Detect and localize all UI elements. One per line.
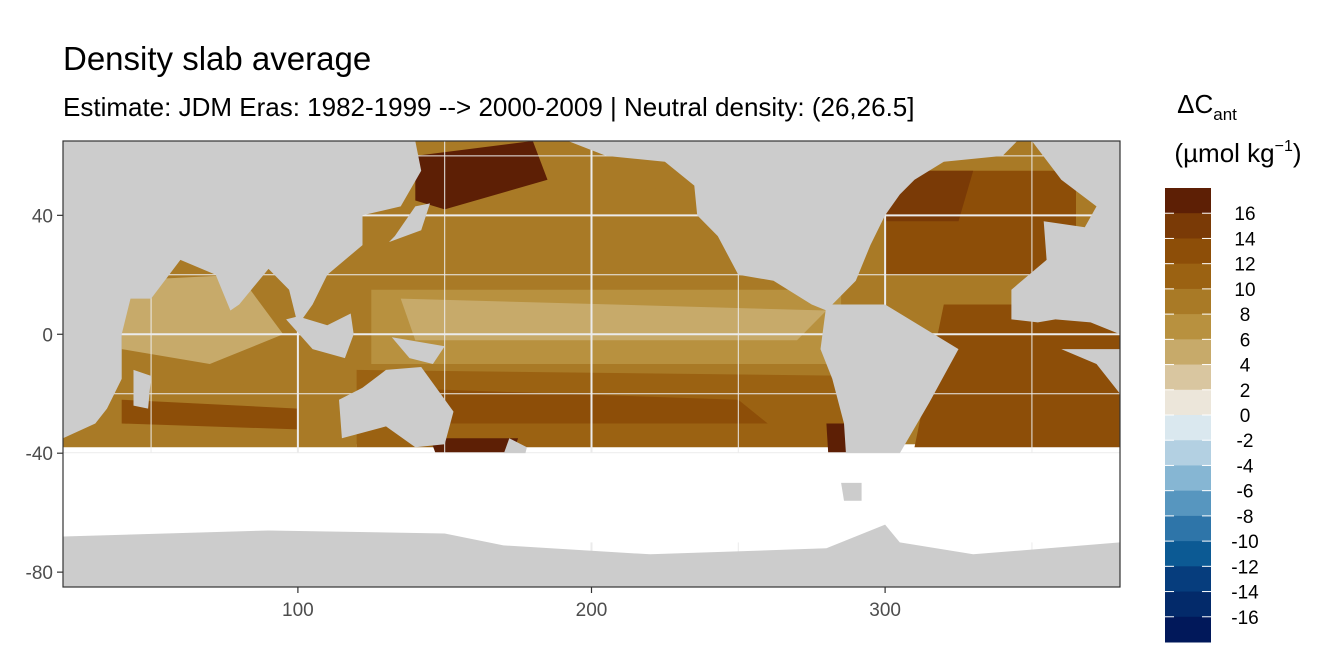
- legend-unit: (µmol kg−1): [1174, 138, 1301, 168]
- legend-swatch: [1165, 339, 1211, 366]
- legend-swatch: [1165, 440, 1211, 466]
- x-tick-label: 300: [869, 600, 901, 621]
- ocean-zone: [914, 304, 1120, 448]
- x-tick-label: 100: [282, 600, 314, 621]
- legend-label: 12: [1234, 255, 1255, 276]
- chart-title: Density slab average: [63, 40, 372, 77]
- land-japan: [388, 203, 430, 243]
- y-tick-label: -80: [26, 563, 53, 584]
- legend-label: -12: [1231, 557, 1258, 578]
- y-tick-label: 40: [32, 206, 53, 227]
- legend-label: -16: [1231, 608, 1258, 629]
- land-madagascar: [133, 369, 152, 409]
- legend-swatch: [1165, 591, 1211, 618]
- land-antarctica: [63, 524, 1120, 587]
- land-north-america: [568, 141, 1018, 311]
- x-tick-label: 200: [576, 600, 608, 621]
- land-mask: [63, 141, 1120, 587]
- legend-label: 4: [1240, 356, 1251, 377]
- legend-swatch: [1165, 263, 1211, 290]
- land-eurasia-africa: [63, 141, 422, 439]
- legend-label: 8: [1240, 305, 1251, 326]
- chart-subtitle: Estimate: JDM Eras: 1982-1999 --> 2000-2…: [63, 92, 915, 122]
- legend-swatch: [1165, 566, 1211, 593]
- legend-swatch: [1165, 364, 1211, 391]
- legend-swatch: [1165, 415, 1211, 441]
- outside-slab-region: [63, 453, 1120, 543]
- legend: ΔCant (µmol kg−1) 16 14 12 10 8 6 4 2 0 -2 -4 -6 -8 -…: [1165, 89, 1302, 643]
- land-europe-west-africa: [1011, 141, 1120, 335]
- legend-swatch: [1165, 213, 1211, 239]
- ocean-zone: [400, 298, 827, 341]
- legend-label: 10: [1234, 280, 1255, 301]
- legend-swatch: [1165, 238, 1211, 265]
- legend-swatch: [1165, 389, 1211, 416]
- legend-label: 0: [1240, 406, 1251, 427]
- legend-swatch: [1165, 288, 1211, 315]
- land-australia: [339, 367, 454, 448]
- legend-swatch: [1165, 541, 1211, 567]
- legend-title: ΔCant: [1177, 89, 1237, 124]
- legend-label: -2: [1237, 431, 1254, 452]
- land-south-west-africa: [1061, 349, 1120, 394]
- ocean-zone: [415, 141, 548, 210]
- legend-label: -4: [1237, 456, 1254, 477]
- legend-label: -6: [1237, 482, 1254, 503]
- legend-swatch: [1165, 515, 1211, 542]
- legend-swatch: [1165, 490, 1211, 517]
- legend-label: 16: [1234, 204, 1255, 225]
- legend-label: -8: [1237, 507, 1254, 528]
- y-tick-label: -40: [26, 444, 53, 465]
- legend-swatch: [1165, 465, 1211, 492]
- legend-swatch: [1165, 314, 1211, 340]
- legend-label: 6: [1240, 330, 1251, 351]
- ocean-zone: [121, 399, 298, 430]
- land-new-guinea: [391, 337, 445, 364]
- legend-label: -14: [1231, 583, 1259, 604]
- y-tick-label: 0: [42, 325, 53, 346]
- legend-label: 2: [1240, 381, 1251, 402]
- legend-label: 14: [1234, 229, 1256, 250]
- land-indonesia: [286, 313, 354, 359]
- land-south-america: [820, 304, 959, 498]
- legend-label: -10: [1231, 532, 1258, 553]
- ocean-zone: [386, 387, 768, 424]
- legend-swatch: [1165, 188, 1211, 214]
- land-tierra-del-fuego: [841, 482, 862, 501]
- legend-swatch: [1165, 616, 1211, 643]
